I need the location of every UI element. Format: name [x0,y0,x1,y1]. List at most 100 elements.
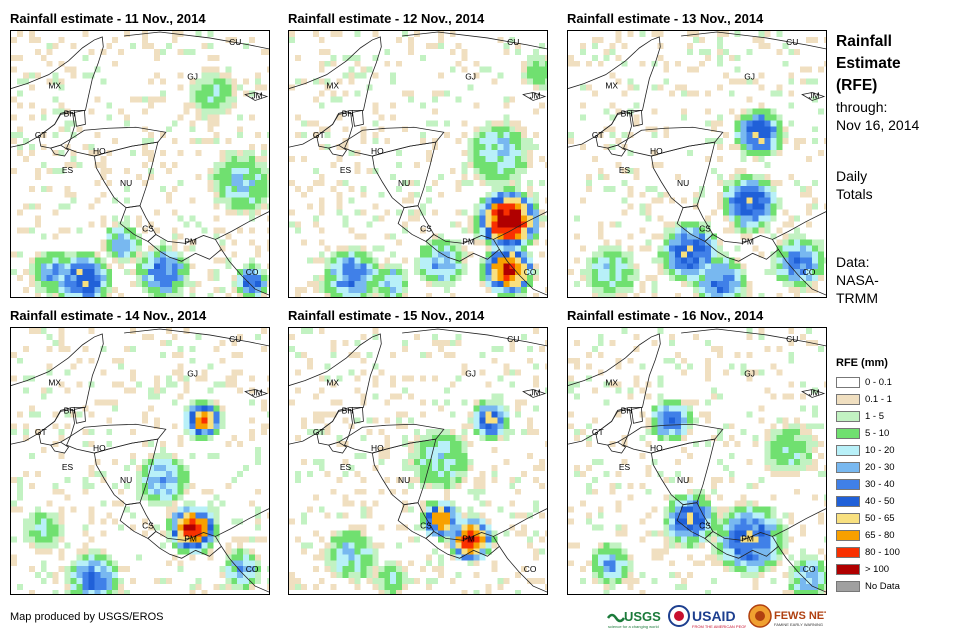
sidebar-title-line-2: Estimate [836,55,901,72]
country-label-bh: BH [64,405,76,415]
map-canvas: CU MX GJ JM BH GT HO ES NU CS PM CO [289,328,547,594]
country-label-pm: PM [184,236,197,246]
rainfall-grid [11,31,269,297]
country-label-cu: CU [229,334,241,344]
legend-label: 0.1 - 1 [865,394,892,405]
legend-swatch [836,377,860,388]
country-label-gj: GJ [465,369,476,379]
fewsnet-logo: FEWS NET FAMINE EARLY WARNING [748,604,826,628]
legend-swatch [836,581,860,592]
country-label-jm: JM [529,90,540,100]
country-outlines [11,328,269,593]
legend-label: No Data [865,581,900,592]
legend-swatch [836,428,860,439]
svg-text:USGS: USGS [624,609,661,624]
country-label-mx: MX [605,378,618,388]
country-label-gt: GT [35,130,47,140]
country-label-cs: CS [420,520,432,530]
rainfall-grid [568,31,826,297]
sidebar-title: Rainfall Estimate (RFE) [836,31,901,97]
legend-label: 80 - 100 [865,547,900,558]
legend-swatch [836,530,860,541]
country-label-bh: BH [621,405,633,415]
country-label-mx: MX [326,81,339,91]
data-line-1: Data: [836,254,870,270]
country-label-cs: CS [142,223,154,233]
country-label-cs: CS [699,223,711,233]
country-label-cu: CU [507,37,519,47]
rainfall-map-15-nov: CU MX GJ JM BH GT HO ES NU CS PM CO [288,327,548,595]
country-label-cs: CS [420,223,432,233]
country-label-ho: HO [93,443,106,453]
country-label-jm: JM [808,387,819,397]
rainfall-grid [568,328,826,594]
usgs-logo: USGS science for a changing world [606,609,661,629]
map-canvas: CU MX GJ JM BH GT HO ES NU CS PM CO [11,328,269,594]
legend-label: 65 - 80 [865,530,895,541]
legend-label: 1 - 5 [865,411,885,422]
data-line-3: TRMM [836,290,878,306]
sidebar-totals: Daily Totals [836,167,873,203]
country-label-jm: JM [251,90,262,100]
svg-text:FEWS NET: FEWS NET [774,610,826,622]
data-line-2: NASA- [836,272,879,288]
country-outlines [568,328,826,593]
country-label-gt: GT [313,130,325,140]
legend-label: 5 - 10 [865,428,890,439]
country-label-co: CO [246,564,259,574]
country-label-jm: JM [529,387,540,397]
legend-swatch [836,394,860,405]
totals-line-1: Daily [836,168,868,184]
country-label-bh: BH [621,108,633,118]
legend-label: 10 - 20 [865,445,895,456]
panel-title-2: Rainfall estimate - 12 Nov., 2014 [288,11,485,26]
map-credit: Map produced by USGS/EROS [10,611,164,623]
sidebar-through: through: Nov 16, 2014 [836,98,919,134]
country-label-cu: CU [786,37,798,47]
country-label-nu: NU [677,178,689,188]
country-outlines [289,31,547,296]
legend-title: RFE (mm) [836,357,888,369]
rainfall-map-13-nov: CU MX GJ JM BH GT HO ES NU CS PM CO [567,30,827,298]
country-label-ho: HO [650,443,663,453]
country-label-gj: GJ [187,72,198,82]
country-label-es: ES [62,165,74,175]
country-label-cu: CU [229,37,241,47]
country-label-gj: GJ [744,72,755,82]
country-label-gt: GT [592,130,604,140]
country-label-gt: GT [313,427,325,437]
country-label-es: ES [62,462,74,472]
svg-text:FROM THE AMERICAN PEOPLE: FROM THE AMERICAN PEOPLE [692,624,746,629]
rainfall-grid [289,328,547,594]
sidebar-data-source: Data: NASA- TRMM [836,253,879,307]
country-label-es: ES [340,165,352,175]
country-label-gt: GT [35,427,47,437]
country-label-es: ES [340,462,352,472]
country-label-es: ES [619,462,631,472]
country-label-ho: HO [371,443,384,453]
country-label-jm: JM [808,90,819,100]
country-label-mx: MX [605,81,618,91]
rainfall-map-11-nov: CU MX GJ JM BH GT HO ES NU CS PM CO [10,30,270,298]
country-label-gj: GJ [187,369,198,379]
legend-swatch [836,479,860,490]
country-label-gt: GT [592,427,604,437]
sidebar-title-line-3: (RFE) [836,77,878,94]
totals-line-2: Totals [836,186,873,202]
country-label-pm: PM [462,236,475,246]
country-outlines [289,328,547,593]
usaid-logo: USAID FROM THE AMERICAN PEOPLE [668,605,746,629]
country-label-cs: CS [142,520,154,530]
country-label-bh: BH [342,405,354,415]
rainfall-map-16-nov: CU MX GJ JM BH GT HO ES NU CS PM CO [567,327,827,595]
legend-swatch [836,564,860,575]
country-label-cu: CU [786,334,798,344]
panel-title-6: Rainfall estimate - 16 Nov., 2014 [567,308,764,323]
legend-swatch [836,445,860,456]
legend-label: 20 - 30 [865,462,895,473]
country-label-co: CO [246,267,259,277]
country-label-nu: NU [398,178,410,188]
map-canvas: CU MX GJ JM BH GT HO ES NU CS PM CO [568,328,826,594]
country-label-pm: PM [741,236,754,246]
through-label: through: [836,99,888,115]
